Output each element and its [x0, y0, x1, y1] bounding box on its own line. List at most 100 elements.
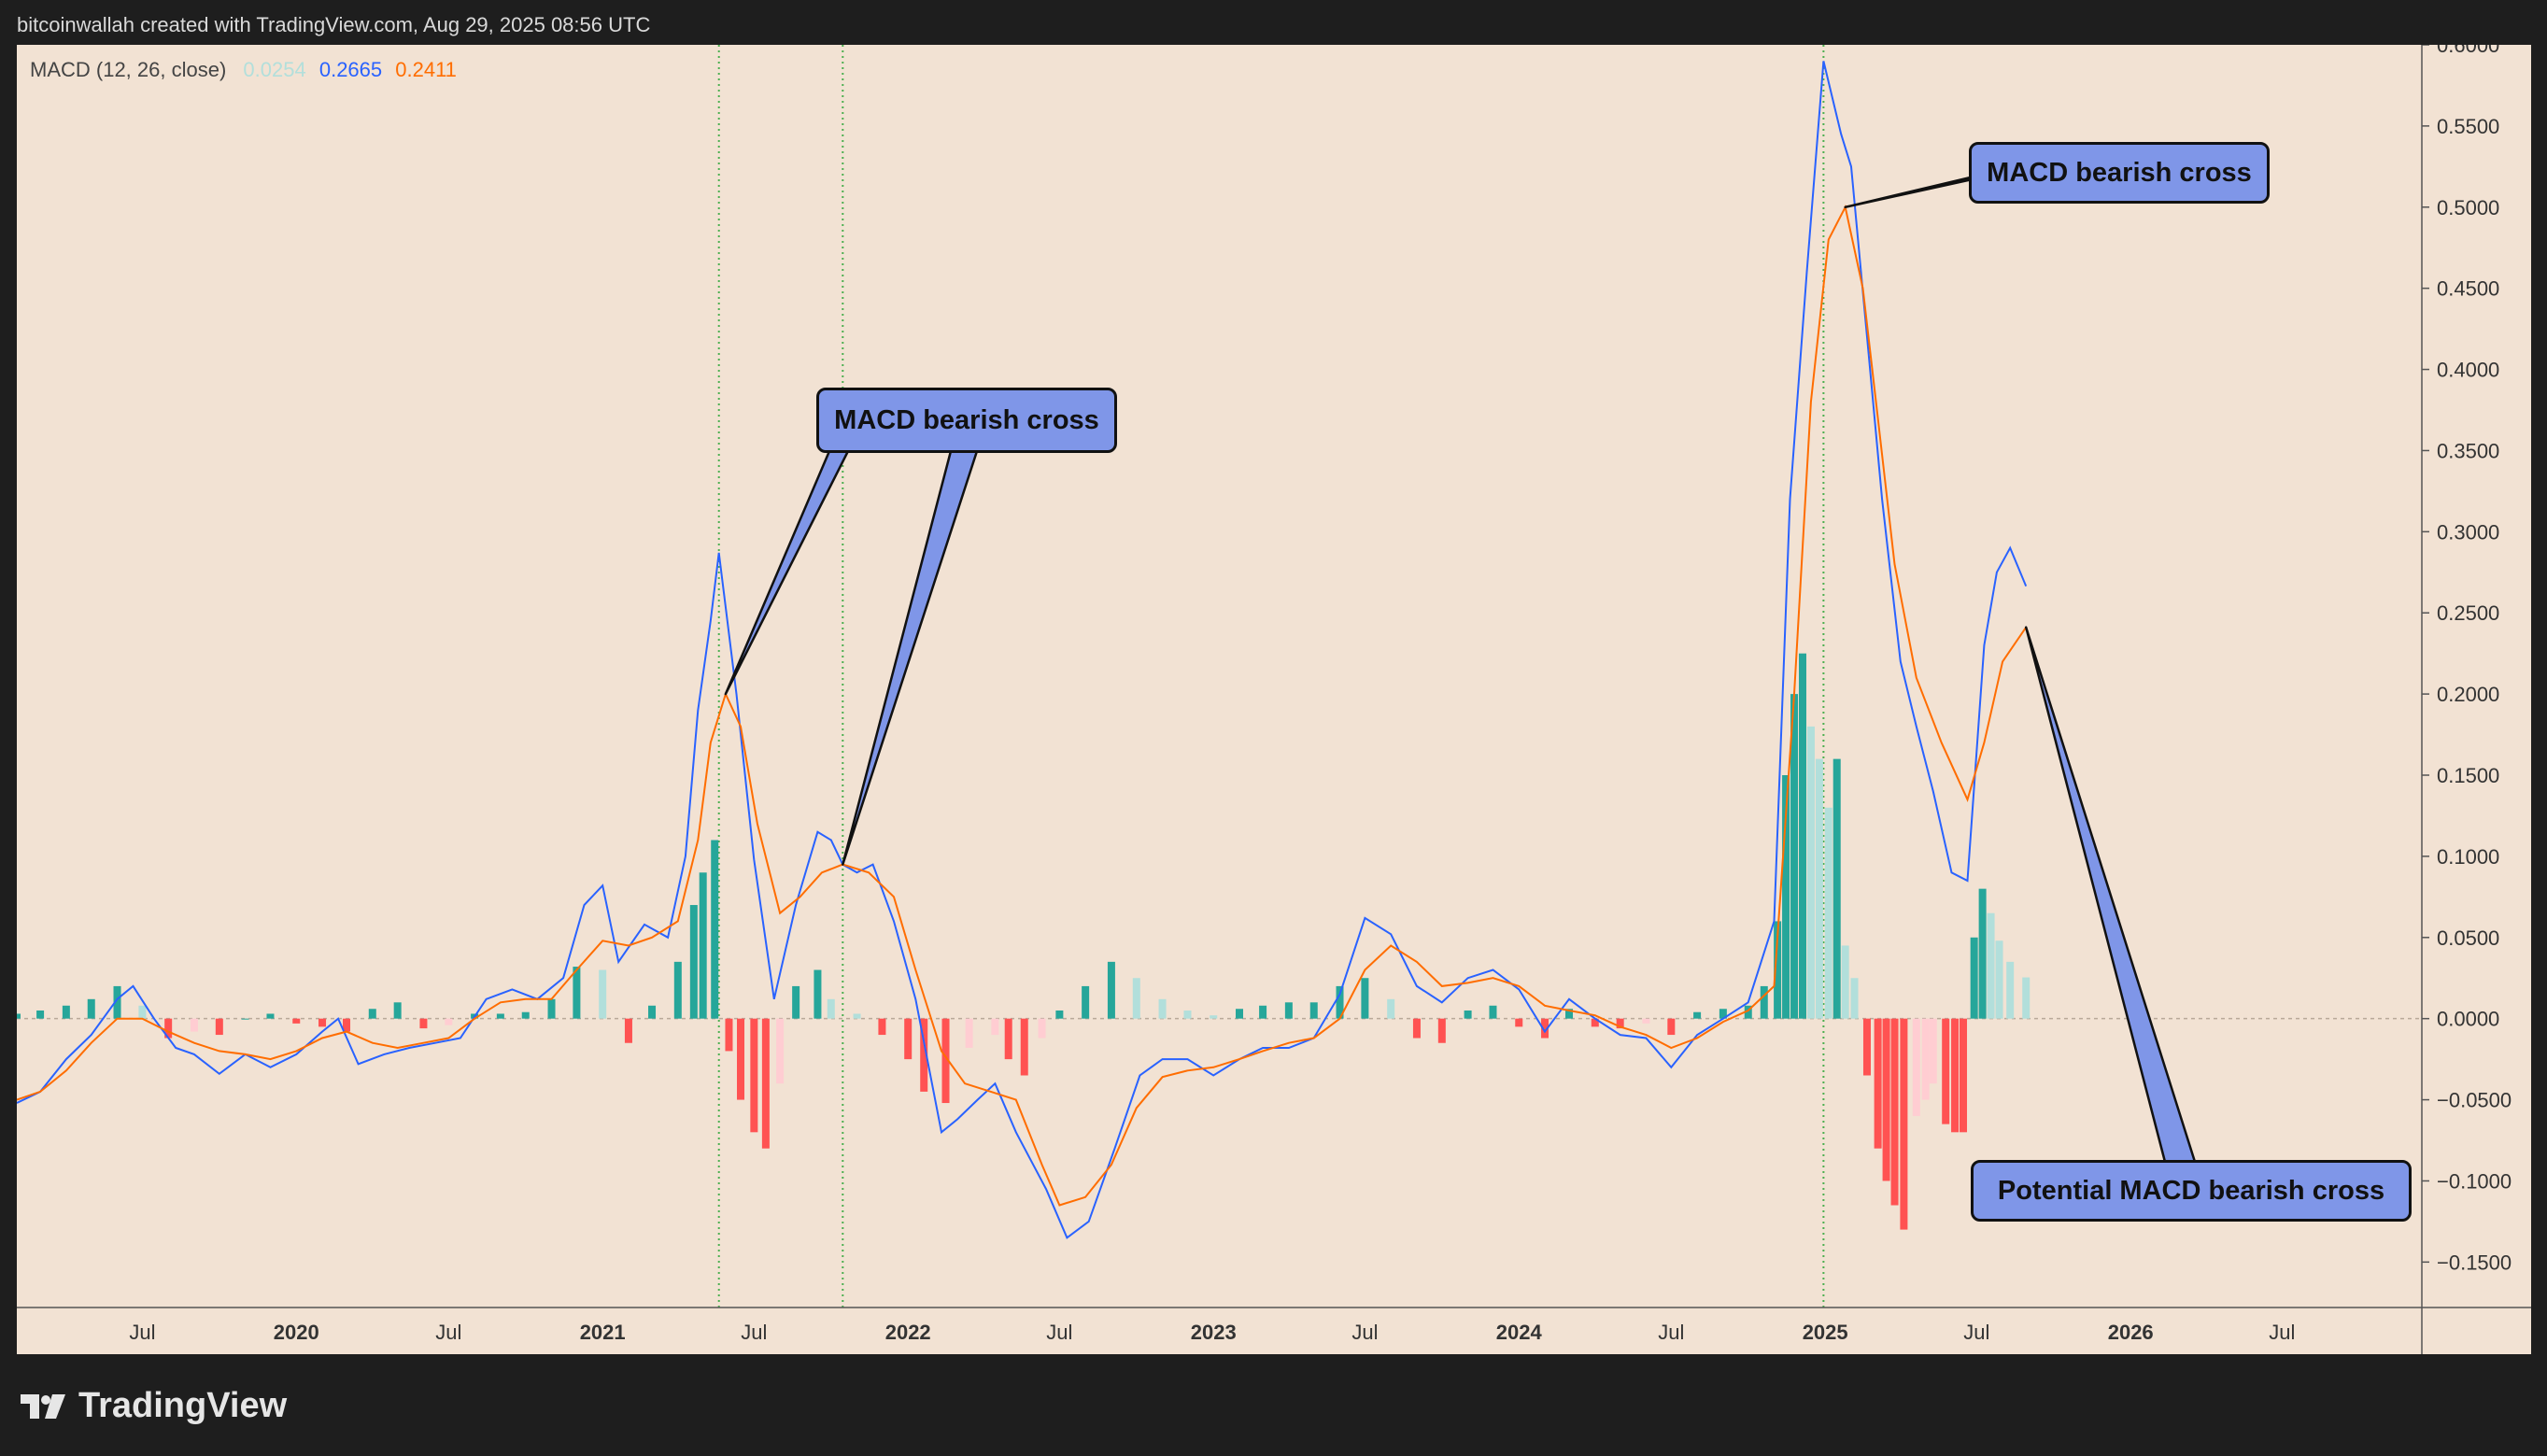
histogram-bar — [904, 1018, 913, 1060]
histogram-bar — [1960, 1018, 1968, 1133]
tradingview-logo-icon — [21, 1393, 65, 1419]
histogram-bar — [689, 905, 698, 1019]
histogram-bar — [648, 1005, 657, 1019]
histogram-bar — [368, 1009, 376, 1019]
histogram-bar — [965, 1018, 973, 1048]
histogram-bar — [1236, 1009, 1244, 1019]
histogram-bar — [17, 1013, 21, 1019]
histogram-bar — [1693, 1011, 1702, 1019]
histogram-bar — [1464, 1010, 1472, 1019]
histogram-bar — [1942, 1018, 1950, 1124]
histogram-bar — [750, 1018, 758, 1133]
histogram-bar — [814, 969, 822, 1019]
histogram-bar — [2006, 961, 2015, 1019]
histogram-bar — [1790, 694, 1799, 1019]
x-tick-label: 2020 — [274, 1321, 319, 1344]
histogram-bar — [393, 1002, 402, 1019]
histogram-bar — [547, 998, 556, 1019]
histogram-bar — [1387, 998, 1395, 1019]
y-tick-label: 0.5500 — [2437, 115, 2499, 138]
histogram-bar — [113, 985, 121, 1019]
histogram-bar — [215, 1018, 223, 1036]
histogram-bar — [1824, 807, 1832, 1019]
histogram-bar — [1437, 1018, 1446, 1043]
y-tick-label: 0.0000 — [2437, 1008, 2499, 1031]
histogram-bar — [878, 1018, 886, 1036]
y-tick-label: −0.1000 — [2437, 1169, 2512, 1193]
histogram-bar — [761, 1018, 770, 1149]
histogram-bar — [1412, 1018, 1421, 1039]
histogram-bar — [266, 1013, 275, 1019]
histogram-bar — [1038, 1018, 1046, 1039]
histogram-bar — [1336, 985, 1344, 1019]
histogram-bar — [1929, 1018, 1937, 1084]
callout-label: MACD bearish cross — [1987, 157, 2252, 188]
histogram-bar — [1082, 985, 1090, 1019]
x-tick-label: Jul — [435, 1321, 461, 1344]
histogram-bar — [1874, 1018, 1882, 1149]
chart-credit: bitcoinwallah created with TradingView.c… — [17, 13, 651, 36]
callout-pointer — [1844, 174, 1991, 209]
y-tick-label: 0.0500 — [2437, 926, 2499, 950]
callout-bearish-cross-2021[interactable]: MACD bearish cross — [816, 388, 1117, 453]
histogram-bar — [2022, 977, 2031, 1019]
histogram-bar — [1489, 1005, 1497, 1019]
y-tick-label: −0.1500 — [2437, 1251, 2512, 1274]
histogram-bar — [1565, 1009, 1574, 1019]
histogram-bar — [521, 1011, 530, 1019]
histogram-bar — [1055, 1010, 1064, 1019]
y-tick-label: 0.5000 — [2437, 196, 2499, 219]
x-tick-label: Jul — [129, 1321, 155, 1344]
y-tick-label: −0.0500 — [2437, 1089, 2512, 1112]
histogram-bar — [1132, 978, 1140, 1019]
x-tick-label: 2023 — [1191, 1321, 1237, 1344]
callout-pointer — [724, 449, 850, 696]
x-tick-label: Jul — [1046, 1321, 1072, 1344]
y-tick-label: 0.3500 — [2437, 439, 2499, 462]
histogram-bar — [599, 969, 607, 1019]
macd-line — [17, 61, 2028, 1239]
histogram-bar — [991, 1018, 999, 1036]
histogram-bar — [1744, 1005, 1752, 1019]
x-tick-label: Jul — [1351, 1321, 1378, 1344]
x-tick-label: 2021 — [580, 1321, 626, 1344]
histogram-bar — [1921, 1018, 1930, 1100]
y-tick-label: 0.2500 — [2437, 601, 2499, 625]
x-tick-label: Jul — [741, 1321, 767, 1344]
histogram-bar — [776, 1018, 785, 1084]
macd-chart[interactable]: 0.6000 0.5500 0.5000 0.4500 0.4000 0.3500 0.30… — [17, 45, 2531, 1354]
vertical-markers — [717, 45, 1825, 1308]
histogram-bar — [673, 961, 682, 1019]
legend-macd-value: 0.2665 — [318, 58, 383, 81]
histogram-bar — [318, 1018, 327, 1027]
indicator-legend[interactable]: MACD (12, 26, close) 0.0254 0.2665 0.241… — [30, 58, 468, 82]
legend-signal-value: 0.2411 — [395, 58, 457, 81]
chart-panel[interactable]: 0.6000 0.5500 0.5000 0.4500 0.4000 0.3500 0.30… — [17, 45, 2531, 1354]
x-tick-label: 2026 — [2108, 1321, 2154, 1344]
histogram-bar — [1882, 1018, 1890, 1181]
callout-bearish-cross-2025[interactable]: MACD bearish cross — [1969, 142, 2270, 204]
histogram-bar — [1951, 1018, 1960, 1133]
histogram-bar — [190, 1018, 198, 1032]
x-tick-label: 2022 — [885, 1321, 931, 1344]
histogram-bar — [1850, 978, 1859, 1019]
histogram-bar — [1107, 961, 1115, 1019]
histogram-bar — [1815, 758, 1823, 1019]
histogram-bar — [1798, 653, 1806, 1019]
histogram-bar — [1782, 775, 1790, 1019]
indicator-lines — [17, 61, 2028, 1239]
histogram-bar — [36, 1010, 45, 1019]
brand-name: TradingView — [78, 1386, 288, 1425]
histogram-bar — [725, 1018, 733, 1052]
tradingview-brand[interactable]: TradingView — [19, 1386, 287, 1426]
histogram-bar — [1760, 985, 1768, 1019]
histogram-bar — [920, 1018, 928, 1092]
histogram-bar — [292, 1018, 301, 1024]
callout-label: Potential MACD bearish cross — [1997, 1175, 2385, 1206]
histogram-bar — [1774, 921, 1782, 1019]
legend-name: MACD (12, 26, close) — [30, 58, 227, 81]
callout-potential-bearish-cross[interactable]: Potential MACD bearish cross — [1971, 1160, 2412, 1222]
histogram-bar — [1284, 1002, 1293, 1019]
signal-line — [17, 204, 2028, 1207]
y-tick-label: 0.2000 — [2437, 683, 2499, 706]
